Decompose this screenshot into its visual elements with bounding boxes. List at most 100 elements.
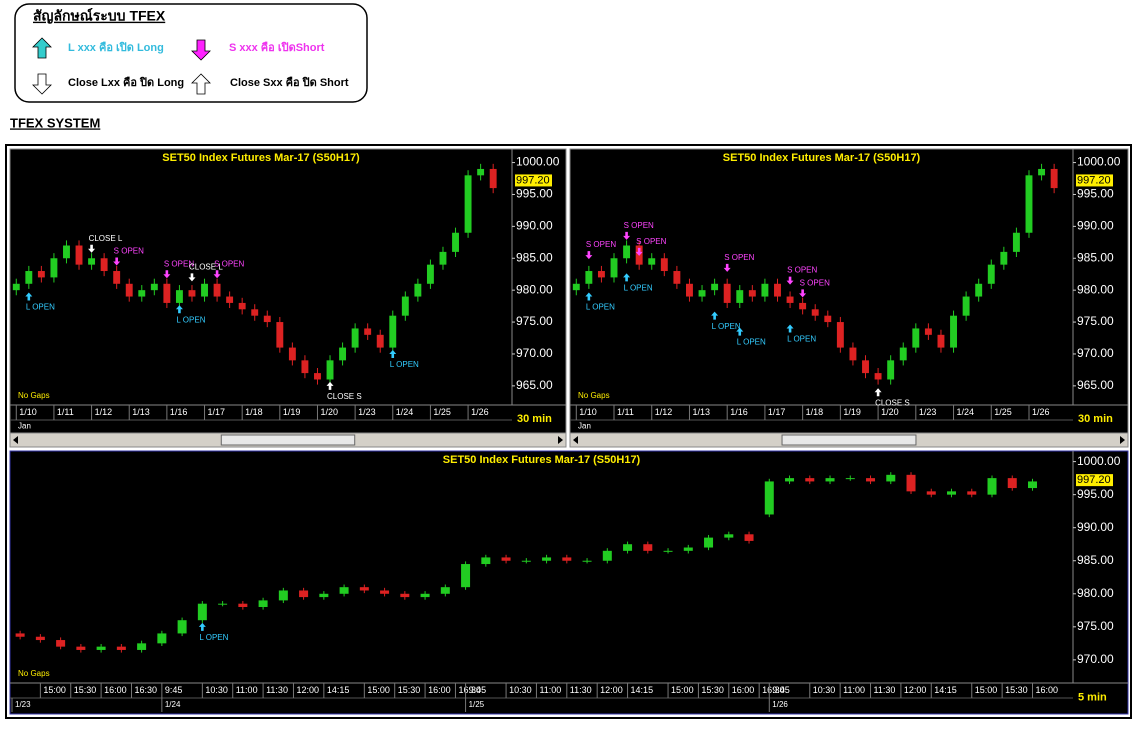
candle-body	[100, 258, 108, 272]
legend-item: Close Sxx คือ ปิด Short	[230, 76, 349, 89]
x-tick-label: 15:30	[701, 685, 724, 695]
candle-body	[138, 290, 146, 297]
candle-body	[137, 643, 147, 650]
candle-body	[326, 360, 334, 380]
candle-body	[150, 283, 158, 291]
signal-label: S OPEN	[636, 237, 666, 246]
signal-label: S OPEN	[800, 278, 830, 287]
candle-body	[1007, 478, 1017, 489]
candle-body	[56, 640, 66, 647]
date-tick-label: 1/24	[165, 700, 181, 709]
candle-body	[426, 264, 434, 284]
signal-arrow	[175, 305, 183, 314]
y-tick-label: 1000.00	[1077, 454, 1121, 468]
signal-arrow	[623, 273, 631, 282]
signal-label: S OPEN	[624, 221, 654, 230]
x-tick-label: 16:30	[134, 685, 157, 695]
candle-body	[761, 283, 769, 297]
x-tick-label: 1/11	[57, 407, 74, 417]
candle-body	[1038, 168, 1046, 176]
candle-body	[188, 290, 196, 297]
x-tick-label: 1/20	[881, 407, 899, 417]
candle-body	[1028, 481, 1038, 489]
date-tick-label: 1/23	[15, 700, 31, 709]
candle-body	[785, 478, 795, 482]
x-tick-label: 10:30	[813, 685, 836, 695]
x-tick-label: 1/18	[245, 407, 263, 417]
candle-body	[226, 296, 234, 303]
x-tick-label: 12:00	[904, 685, 927, 695]
signal-arrow	[25, 292, 33, 301]
note-label: No Gaps	[18, 669, 50, 678]
candle-body	[774, 283, 781, 297]
x-tick-label: 15:00	[43, 685, 66, 695]
x-tick-label: 11:30	[570, 685, 592, 695]
candle-body	[400, 593, 410, 598]
candle-body	[452, 232, 459, 252]
candle-body	[924, 328, 932, 335]
candle-body	[975, 283, 983, 297]
interval-label: 30 min	[1078, 413, 1113, 425]
x-tick-label: 1/13	[692, 407, 710, 417]
signal-label: S OPEN	[164, 259, 194, 268]
candle-body	[623, 245, 631, 259]
signal-label: L OPEN	[26, 303, 55, 312]
candle-body	[489, 168, 497, 189]
candle-body	[197, 603, 207, 621]
y-tick-label: 985.00	[516, 250, 553, 264]
x-tick-label: 1/23	[358, 407, 376, 417]
candle-body	[25, 271, 33, 284]
candle-body	[704, 537, 714, 548]
candle-body	[967, 491, 977, 495]
signal-arrow	[389, 349, 397, 358]
x-tick-label: 1/18	[806, 407, 824, 417]
candle-body	[258, 600, 268, 607]
x-tick-label: 1/20	[320, 407, 338, 417]
y-tick-label: 995.00	[1077, 187, 1114, 201]
candle-body	[736, 290, 744, 303]
candle-body	[364, 328, 372, 335]
candle-body	[201, 283, 208, 297]
note-label: No Gaps	[578, 391, 610, 400]
y-tick-label: 980.00	[516, 282, 553, 296]
candle-body	[238, 302, 246, 310]
candle-body	[602, 550, 612, 561]
x-tick-label: 14:15	[934, 685, 957, 695]
x-tick-label: 1/25	[433, 407, 451, 417]
y-tick-label: 975.00	[516, 314, 553, 328]
candle-body	[799, 302, 807, 310]
legend-arrow	[191, 39, 211, 61]
chart-title: SET50 Index Futures Mar-17 (S50H17)	[443, 454, 641, 466]
candle-body	[464, 175, 472, 233]
month-label: Jan	[18, 422, 31, 431]
candle-body	[414, 283, 422, 297]
scroll-arrow	[573, 436, 578, 444]
candle-body	[96, 646, 106, 650]
legend-title: สัญลักษณ์ระบบ TFEX	[33, 8, 166, 25]
y-tick-label: 970.00	[516, 346, 553, 360]
candle-body	[987, 478, 997, 495]
candle-body	[748, 290, 756, 297]
y-tick-label: 990.00	[516, 219, 553, 233]
legend-item: L xxx คือ เปิด Long	[68, 41, 164, 54]
signal-arrow	[786, 324, 794, 333]
candle-body	[50, 258, 58, 278]
candle-body	[582, 560, 592, 562]
x-tick-label: 11:30	[266, 685, 288, 695]
legend-item: S xxx คือ เปิดShort	[229, 41, 325, 54]
candle-body	[501, 557, 511, 561]
candle-body	[805, 478, 815, 482]
x-tick-label: 11:00	[843, 685, 865, 695]
signal-label: CLOSE L	[189, 263, 223, 272]
interval-label: 30 min	[517, 413, 552, 425]
signal-arrow	[213, 270, 221, 279]
scroll-arrow	[1120, 436, 1125, 444]
x-tick-label: 1/23	[919, 407, 937, 417]
x-tick-label: 9:45	[165, 685, 183, 695]
candle-body	[319, 593, 329, 598]
x-tick-label: 1/19	[843, 407, 861, 417]
y-tick-label: 970.00	[1077, 652, 1114, 666]
date-tick-label: 1/25	[469, 700, 485, 709]
note-label: No Gaps	[18, 391, 50, 400]
